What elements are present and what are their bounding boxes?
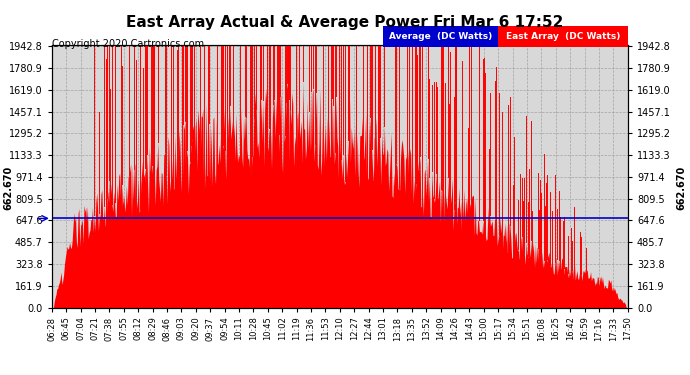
Text: East Array  (DC Watts): East Array (DC Watts) (506, 32, 620, 41)
Text: 662.670: 662.670 (677, 165, 687, 210)
FancyBboxPatch shape (498, 26, 628, 47)
Text: Average  (DC Watts): Average (DC Watts) (389, 32, 492, 41)
Text: 662.670: 662.670 (3, 165, 13, 210)
Text: East Array Actual & Average Power Fri Mar 6 17:52: East Array Actual & Average Power Fri Ma… (126, 15, 564, 30)
FancyBboxPatch shape (383, 26, 498, 47)
Text: Copyright 2020 Cartronics.com: Copyright 2020 Cartronics.com (52, 39, 204, 50)
